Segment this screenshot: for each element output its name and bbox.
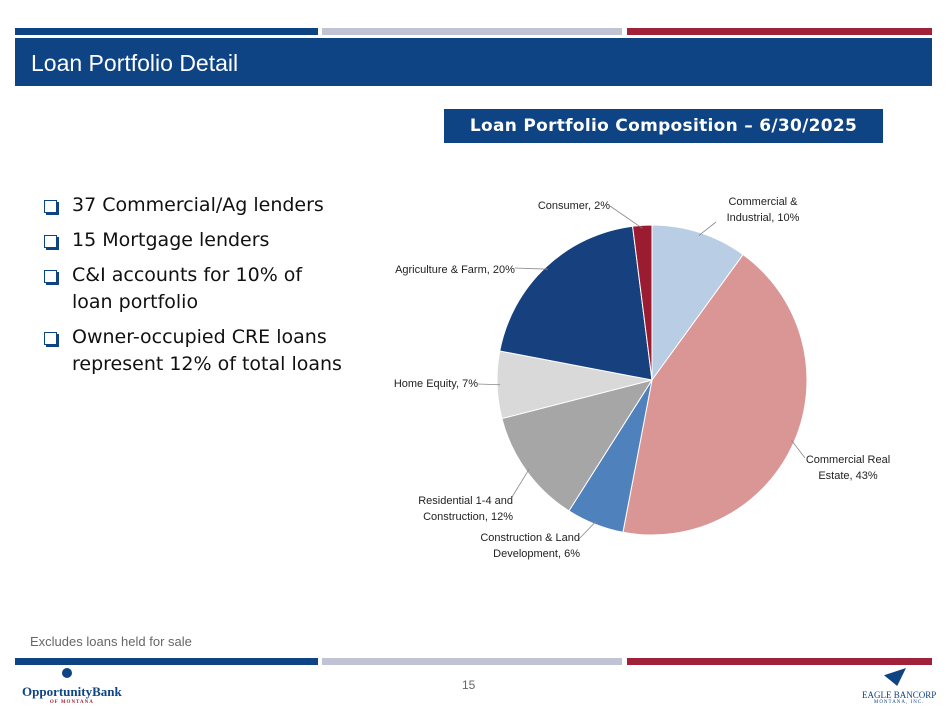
leader-line [698,221,717,236]
leader-line [511,469,530,498]
stripe [15,658,318,665]
value-label: 7% [462,378,478,390]
page-number: 15 [462,678,476,692]
data-label: Home Equity 7% [370,376,478,392]
pie-slice [651,224,744,382]
value-label: 43% [855,470,878,482]
logo-sub: MONTANA, INC. [873,700,925,705]
value-label: 2% [594,200,610,212]
footnote: Excludes loans held for sale [30,634,192,649]
stripe [627,28,932,35]
data-label: Residential 1-4 and Construction 12% [395,493,513,525]
bullet: Owner-occupied CRE loans represent 12% o… [42,324,342,378]
logo-text: OpportunityBank [22,684,122,699]
value-label: 12% [490,511,513,523]
category-label: Home Equity [394,378,459,390]
leader-line [477,383,501,386]
category-label: Agriculture & Farm [395,264,490,276]
logo-icon [62,668,72,678]
value-label: 20% [492,264,515,276]
stripe [627,658,932,665]
bullet: C&I accounts for 10% of loan portfolio [42,262,342,316]
logo-right: EAGLE BANCORP MONTANA, INC. [862,690,936,705]
logo-sub: OF MONTANA [49,700,94,705]
value-label: 10% [777,212,800,224]
logo-left: OpportunityBank OF MONTANA [22,684,122,705]
pie-slice [632,224,653,381]
pie-slice [501,379,654,512]
chart-title: Loan Portfolio Composition – 6/30/2025 [444,109,883,143]
leader-line [514,267,548,270]
value-label: 6% [564,548,580,560]
data-label: Construction & Land Development 6% [470,530,580,562]
data-label: Commercial Real Estate 43% [790,452,906,484]
leader-line [791,440,806,459]
stripe [322,658,622,665]
title-bar: Loan Portfolio Detail [15,38,932,86]
logo-text: EAGLE BANCORP [862,690,937,700]
title: Loan Portfolio Detail [31,50,239,76]
leader-line [577,521,597,541]
bullet-list: 37 Commercial/Ag lenders 15 Mortgage lend… [42,192,342,386]
data-label: Commercial & Industrial 10% [712,194,814,226]
bullet: 37 Commercial/Ag lenders [42,192,342,219]
leader-line [609,205,643,229]
stripe [322,28,622,35]
stripe [15,28,318,35]
bullet: 15 Mortgage lenders [42,227,342,254]
category-label: Consumer [538,200,591,212]
pie-slice [499,225,653,381]
data-label: Consumer 2% [520,198,610,214]
data-label: Agriculture & Farm 20% [392,262,518,278]
pie-slice [622,253,808,536]
